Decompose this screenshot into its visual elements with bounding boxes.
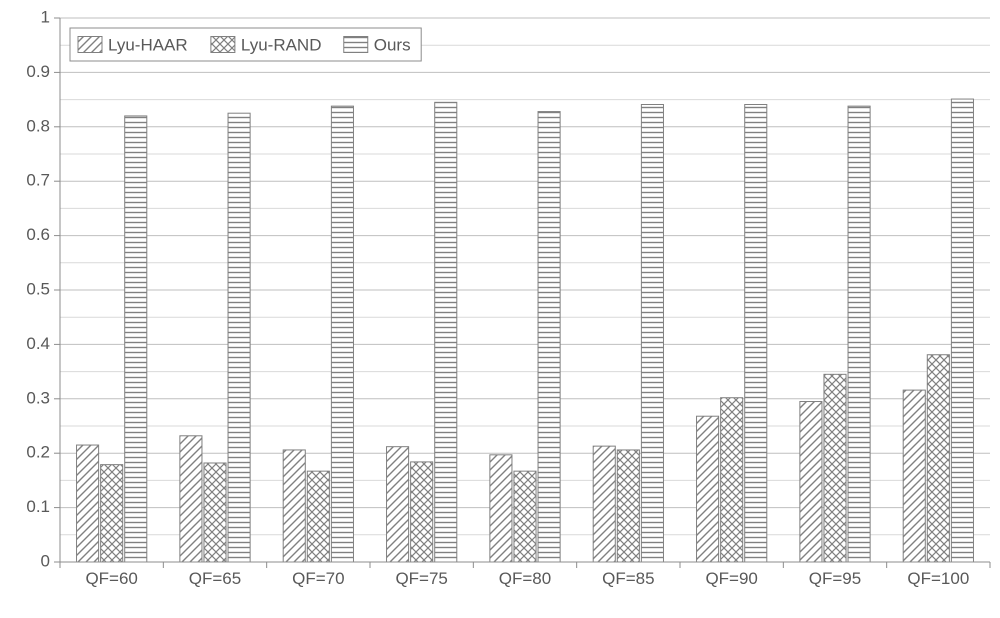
x-tick-label: QF=100: [907, 569, 969, 588]
x-tick-label: QF=80: [499, 569, 551, 588]
legend-label: Lyu-RAND: [241, 35, 322, 54]
bar-ours: [848, 106, 870, 562]
bar-lyu_rand: [204, 463, 226, 562]
x-tick-label: QF=90: [705, 569, 757, 588]
bar-lyu_haar: [283, 450, 305, 562]
bar-lyu_haar: [800, 402, 822, 562]
bar-lyu_rand: [307, 471, 329, 562]
legend-swatch: [78, 37, 102, 53]
y-tick-label: 0.8: [26, 116, 50, 135]
bar-lyu_rand: [721, 398, 743, 562]
legend-label: Ours: [374, 35, 411, 54]
bar-lyu_haar: [490, 455, 512, 562]
bar-lyu_rand: [411, 462, 433, 562]
chart-svg: 0 0.1 0.2 0.3 0.4 0.5 0.6 0.7 0.8 0.9 1 QF=60 QF=65 Q…: [0, 0, 1000, 618]
bar-ours: [745, 105, 767, 563]
bar-ours: [641, 105, 663, 563]
y-tick-label: 0.6: [26, 225, 50, 244]
bar-ours: [538, 112, 560, 562]
x-tick-label: QF=95: [809, 569, 861, 588]
x-tick-label: QF=85: [602, 569, 654, 588]
bar-ours: [951, 99, 973, 562]
x-tick-label: QF=65: [189, 569, 241, 588]
y-tick-label: 0.2: [26, 443, 50, 462]
legend-swatch: [344, 37, 368, 53]
bar-lyu_rand: [927, 355, 949, 562]
bar-lyu_haar: [697, 416, 719, 562]
y-tick-label: 0: [41, 551, 50, 570]
bar-lyu_haar: [903, 390, 925, 562]
legend: Lyu-HAAR Lyu-RAND Ours: [70, 28, 421, 61]
x-tick-label: QF=75: [395, 569, 447, 588]
bar-ours: [331, 106, 353, 562]
legend-label: Lyu-HAAR: [108, 35, 188, 54]
y-tick-label: 0.9: [26, 62, 50, 81]
bar-lyu_rand: [824, 374, 846, 562]
bar-lyu_haar: [180, 436, 202, 562]
x-tick-label: QF=70: [292, 569, 344, 588]
bar-lyu_haar: [77, 445, 99, 562]
y-tick-label: 1: [41, 7, 50, 26]
y-tick-label: 0.1: [26, 497, 50, 516]
y-tick-label: 0.4: [26, 334, 50, 353]
bar-lyu_rand: [514, 471, 536, 562]
bar-lyu_haar: [593, 446, 615, 562]
y-tick-label: 0.3: [26, 388, 50, 407]
bar-lyu_rand: [617, 450, 639, 562]
x-tick-label: QF=60: [85, 569, 137, 588]
legend-swatch: [211, 37, 235, 53]
bar-ours: [125, 116, 147, 562]
y-tick-label: 0.5: [26, 279, 50, 298]
bar-ours: [228, 113, 250, 562]
bar-ours: [435, 102, 457, 562]
y-tick-label: 0.7: [26, 171, 50, 190]
bar-chart: 0 0.1 0.2 0.3 0.4 0.5 0.6 0.7 0.8 0.9 1 QF=60 QF=65 Q…: [0, 0, 1000, 618]
bar-lyu_rand: [101, 465, 123, 562]
bar-lyu_haar: [387, 447, 409, 562]
